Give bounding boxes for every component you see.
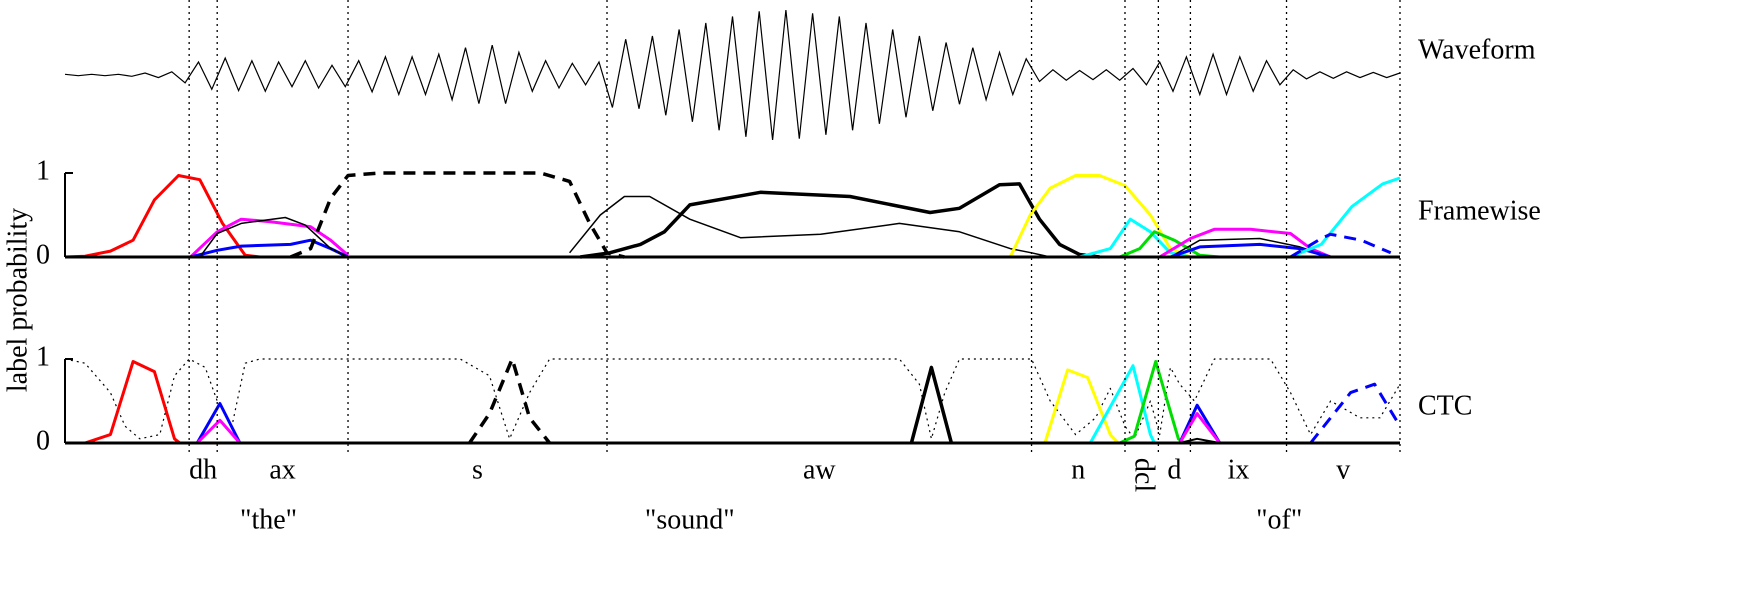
series-line	[1043, 368, 1120, 445]
phone-label: dcl	[1128, 458, 1159, 492]
series-line	[289, 171, 625, 259]
panel-label: Waveform	[1418, 34, 1536, 65]
y-tick-label: 0	[36, 425, 50, 456]
y-tick-label: 1	[36, 155, 50, 186]
series-line	[1289, 232, 1392, 259]
series-line	[580, 182, 1100, 259]
series-line	[1008, 174, 1191, 259]
word-label: "sound"	[645, 504, 735, 535]
series-line	[64, 174, 261, 259]
series-line	[569, 195, 1051, 258]
y-tick-label: 1	[36, 341, 50, 372]
series-line	[84, 360, 181, 445]
series-line	[1079, 217, 1191, 259]
panel-label: Framewise	[1418, 195, 1541, 226]
y-axis-label: label probability	[2, 208, 33, 392]
series-line	[196, 418, 242, 445]
phone-label: ax	[269, 454, 295, 485]
phone-label: s	[472, 454, 483, 485]
panel-label: CTC	[1418, 390, 1472, 421]
phone-label: d	[1167, 454, 1181, 485]
series-line	[189, 217, 349, 259]
series-line	[909, 365, 954, 444]
series-line	[1289, 176, 1401, 259]
y-tick-label: 0	[36, 239, 50, 270]
series-line	[1088, 364, 1156, 444]
series-line	[1178, 412, 1221, 444]
phone-label: dh	[189, 454, 217, 485]
series-line	[1169, 242, 1331, 259]
phone-label: aw	[803, 454, 836, 485]
waveform	[64, 9, 1401, 141]
phone-label: ix	[1228, 454, 1250, 485]
phone-label: v	[1336, 454, 1350, 485]
series-line	[195, 402, 242, 444]
phone-label: n	[1071, 454, 1085, 485]
word-label: "the"	[240, 504, 297, 535]
series-line	[468, 357, 551, 445]
series-line	[64, 358, 1401, 440]
series-line	[1309, 382, 1402, 444]
series-line	[199, 216, 349, 258]
word-label: "of"	[1256, 504, 1302, 535]
